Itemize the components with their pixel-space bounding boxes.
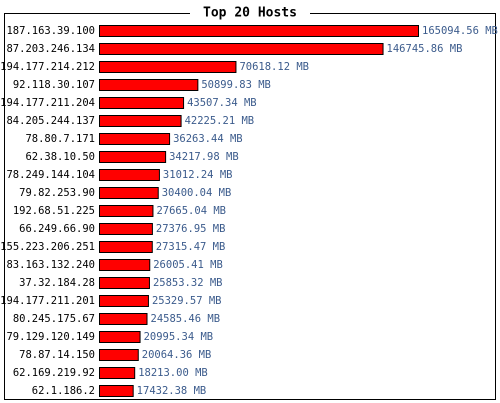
value-label: 18213.00 MB <box>138 367 208 379</box>
bar <box>99 187 159 199</box>
value-label: 50899.83 MB <box>201 79 271 91</box>
bar <box>99 313 148 325</box>
value-label: 17432.38 MB <box>137 385 207 397</box>
value-label: 36263.44 MB <box>173 133 243 145</box>
category-label: 37.32.184.28 <box>19 277 95 289</box>
category-label: 79.82.253.90 <box>19 187 95 199</box>
value-label: 26005.41 MB <box>153 259 223 271</box>
bar <box>99 349 139 361</box>
value-label: 27665.04 MB <box>156 205 226 217</box>
category-label: 62.38.10.50 <box>25 151 95 163</box>
value-label: 27376.95 MB <box>156 223 226 235</box>
bar <box>99 295 149 307</box>
value-label: 25329.57 MB <box>152 295 222 307</box>
bar <box>99 25 419 37</box>
value-label: 43507.34 MB <box>187 97 257 109</box>
value-label: 34217.98 MB <box>169 151 239 163</box>
bar <box>99 223 153 235</box>
category-label: 194.177.211.204 <box>0 97 95 109</box>
bar <box>99 385 134 397</box>
bar <box>99 79 199 91</box>
category-label: 78.249.144.104 <box>6 169 95 181</box>
bar <box>99 205 154 217</box>
value-label: 31012.24 MB <box>163 169 233 181</box>
category-label: 155.223.206.251 <box>0 241 95 253</box>
value-label: 70618.12 MB <box>239 61 309 73</box>
category-label: 87.203.246.134 <box>6 43 95 55</box>
bar <box>99 259 151 271</box>
category-label: 80.245.175.67 <box>13 313 95 325</box>
value-label: 146745.86 MB <box>387 43 463 55</box>
category-label: 83.163.132.240 <box>6 259 95 271</box>
value-label: 25853.32 MB <box>153 277 223 289</box>
category-label: 66.249.66.90 <box>19 223 95 235</box>
bar <box>99 115 182 127</box>
category-label: 187.163.39.100 <box>6 25 95 37</box>
bar <box>99 331 141 343</box>
category-label: 78.80.7.171 <box>25 133 95 145</box>
title-backdrop <box>190 6 310 20</box>
category-label: 78.87.14.150 <box>19 349 95 361</box>
bar <box>99 277 150 289</box>
category-label: 62.169.219.92 <box>13 367 95 379</box>
value-label: 20995.34 MB <box>144 331 214 343</box>
category-label: 79.129.120.149 <box>6 331 95 343</box>
bar <box>99 151 167 163</box>
chart-title: Top 20 Hosts <box>203 6 297 21</box>
value-label: 24585.46 MB <box>151 313 221 325</box>
bar <box>99 97 185 109</box>
category-label: 192.68.51.225 <box>13 205 95 217</box>
value-label: 165094.56 MB <box>422 25 498 37</box>
bar <box>99 43 384 55</box>
bar <box>99 367 136 379</box>
value-label: 30400.04 MB <box>162 187 232 199</box>
value-label: 42225.21 MB <box>185 115 255 127</box>
bar <box>99 169 160 181</box>
category-label: 194.177.211.201 <box>0 295 95 307</box>
value-label: 20064.36 MB <box>142 349 212 361</box>
bar <box>99 61 237 73</box>
category-label: 62.1.186.2 <box>32 385 95 397</box>
bar <box>99 133 171 145</box>
value-label: 27315.47 MB <box>156 241 226 253</box>
category-label: 92.118.30.107 <box>13 79 95 91</box>
bar <box>99 241 153 253</box>
category-label: 194.177.214.212 <box>0 61 95 73</box>
category-label: 84.205.244.137 <box>6 115 95 127</box>
